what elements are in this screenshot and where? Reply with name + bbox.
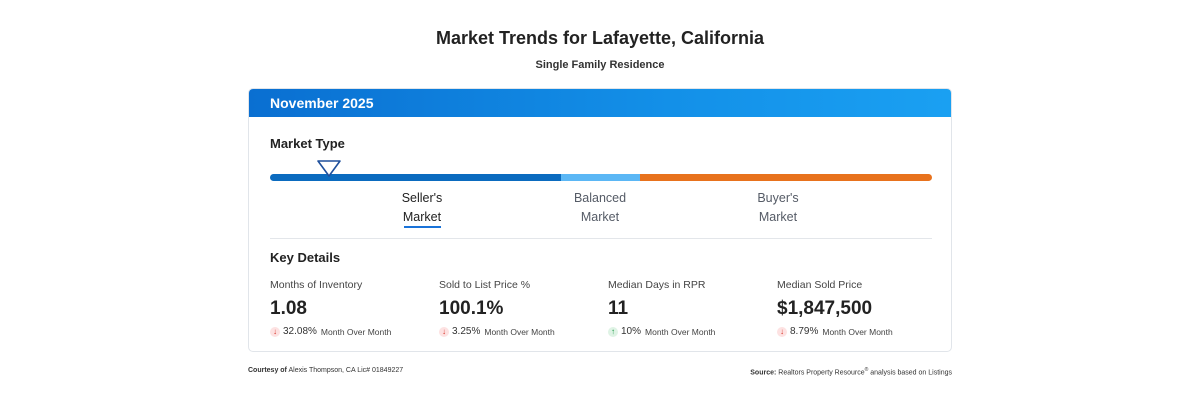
kd-change: ↓ 8.79% Month Over Month [777, 326, 937, 337]
kd-change-text: Month Over Month [822, 326, 893, 337]
active-market-underline [404, 226, 441, 228]
market-type-buyer: Buyer's Market [733, 189, 823, 227]
kd-value: $1,847,500 [777, 298, 873, 319]
kd-label: Months of Inventory [270, 279, 363, 291]
registered-mark: ® [864, 367, 869, 373]
kd-median-days: Median Days in RPR 11 ↑ 10% Month Over M… [608, 279, 768, 337]
kd-change-pct: 32.08% [283, 326, 317, 337]
seller-segment [270, 174, 561, 181]
market-type-balanced: Balanced Market [555, 189, 645, 227]
arrow-down-icon: ↓ [439, 326, 449, 337]
kd-label: Median Days in RPR [608, 279, 706, 291]
kd-months-inventory: Months of Inventory 1.08 ↓ 32.08% Month … [270, 279, 430, 337]
period-header: November 2025 [249, 89, 951, 117]
market-type-heading: Market Type [270, 136, 345, 151]
key-details-heading: Key Details [270, 250, 341, 265]
kd-change-text: Month Over Month [484, 326, 555, 337]
market-type-buyer-line1: Buyer's [757, 191, 799, 205]
market-type-bar [270, 174, 932, 181]
market-type-balanced-line2: Market [580, 210, 620, 224]
source-footer: Source: Realtors Property Resource® anal… [750, 367, 952, 376]
page-title: Market Trends for Lafayette, California [435, 28, 765, 48]
kd-label: Sold to List Price % [439, 279, 531, 291]
kd-change-text: Month Over Month [320, 326, 392, 337]
kd-change: ↑ 10% Month Over Month [608, 326, 768, 337]
market-trends-card: November 2025 Market Type Seller's Marke… [248, 88, 952, 352]
balanced-segment [561, 174, 640, 181]
source-text: Realtors Property Resource [778, 369, 865, 377]
kd-sold-to-list: Sold to List Price % 100.1% ↓ 3.25% Mont… [439, 279, 599, 337]
kd-value: 1.08 [270, 298, 307, 319]
courtesy-footer: Courtesy of Alexis Thompson, CA Lic# 018… [248, 367, 403, 374]
courtesy-label: Courtesy of [248, 367, 287, 374]
kd-median-sold-price: Median Sold Price $1,847,500 ↓ 8.79% Mon… [777, 279, 937, 337]
source-text-suffix: analysis based on Listings [868, 369, 952, 377]
kd-change-pct: 3.25% [452, 326, 481, 337]
market-type-seller-line2: Market [402, 210, 442, 224]
kd-change-pct: 8.79% [790, 326, 819, 337]
market-type-seller: Seller's Market [377, 189, 467, 227]
market-type-seller-line1: Seller's [401, 191, 443, 205]
arrow-down-icon: ↓ [777, 326, 787, 337]
market-indicator-icon [317, 160, 341, 177]
kd-change-text: Month Over Month [645, 326, 716, 337]
kd-value: 11 [608, 298, 629, 319]
arrow-down-icon: ↓ [270, 326, 280, 337]
kd-label: Median Sold Price [777, 279, 863, 291]
kd-change: ↓ 3.25% Month Over Month [439, 326, 599, 337]
market-type-balanced-line1: Balanced [573, 191, 627, 205]
courtesy-text: Alexis Thompson, CA Lic# 01849227 [288, 367, 404, 374]
kd-change: ↓ 32.08% Month Over Month [270, 326, 430, 337]
buyer-segment [640, 174, 932, 181]
market-type-buyer-line2: Market [758, 210, 798, 224]
page-subtitle: Single Family Residence [535, 59, 665, 71]
section-divider [270, 238, 932, 239]
arrow-up-icon: ↑ [608, 326, 618, 337]
kd-value: 100.1% [439, 298, 504, 319]
kd-change-pct: 10% [621, 326, 642, 337]
source-label: Source: [750, 369, 777, 377]
